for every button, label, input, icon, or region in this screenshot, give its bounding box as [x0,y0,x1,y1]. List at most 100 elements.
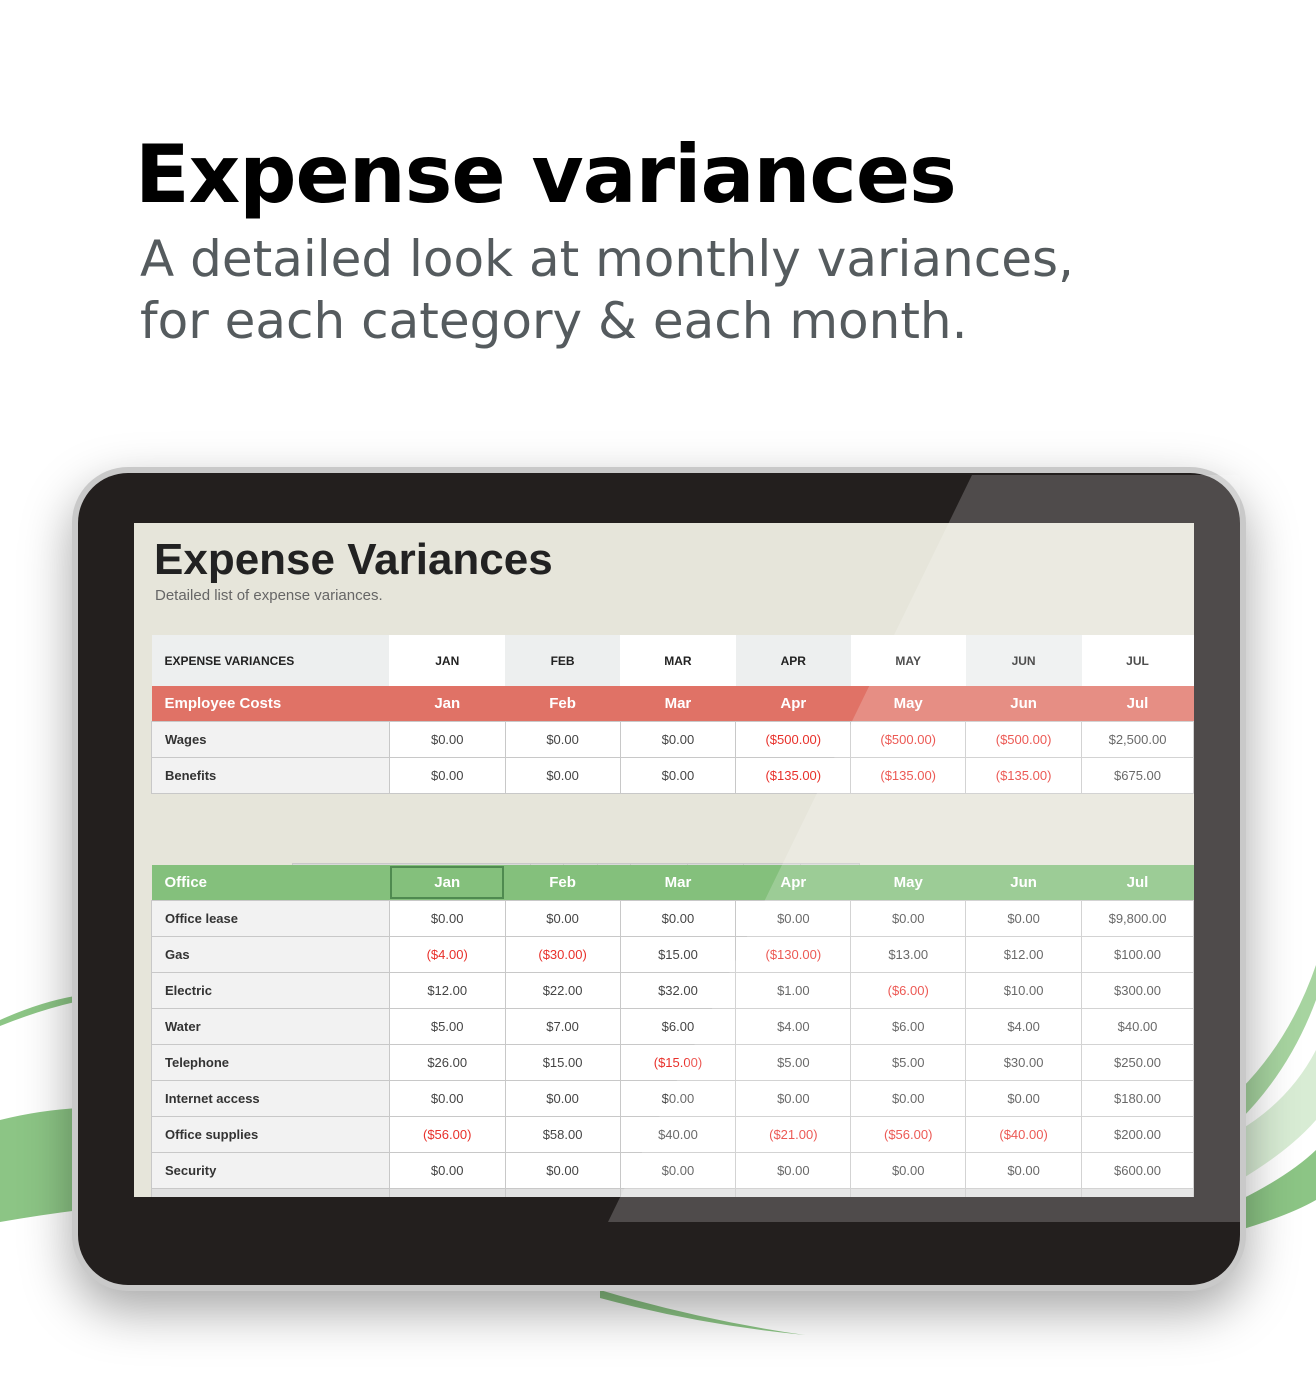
value-cell[interactable]: ($500.00) [850,720,967,758]
value-cell[interactable]: ($21.00) [735,1115,852,1153]
value-cell[interactable]: $40.00 [1081,1007,1194,1045]
row-label-cell[interactable]: Benefits [151,756,390,794]
empty-cell[interactable] [151,1187,390,1197]
value-cell[interactable]: $0.00 [388,720,506,758]
section-month-cell[interactable]: Jan [389,865,506,900]
value-cell[interactable]: $0.00 [965,1151,1083,1189]
value-cell[interactable]: $0.00 [735,899,852,937]
value-cell[interactable]: $0.00 [619,899,737,937]
value-cell[interactable]: $2,500.00 [1081,720,1194,758]
value-cell[interactable]: $0.00 [850,1079,967,1117]
value-cell[interactable]: $1.00 [735,971,852,1009]
value-cell[interactable]: $0.00 [504,720,621,758]
section-month-cell[interactable]: Apr [735,686,851,721]
value-cell[interactable]: ($15.00) [619,1043,737,1081]
value-cell[interactable]: $0.00 [504,1151,621,1189]
value-cell[interactable]: $0.00 [735,1151,852,1189]
value-cell[interactable]: $0.00 [965,899,1083,937]
empty-cell[interactable] [1081,1187,1194,1197]
value-cell[interactable]: $22.00 [504,971,621,1009]
value-cell[interactable]: $40.00 [619,1115,737,1153]
value-cell[interactable]: $0.00 [504,756,621,794]
empty-cell[interactable] [619,1187,737,1197]
value-cell[interactable]: ($500.00) [735,720,852,758]
value-cell[interactable]: $300.00 [1081,971,1194,1009]
value-cell[interactable]: ($135.00) [735,756,852,794]
section-name[interactable]: Office [151,865,390,900]
value-cell[interactable]: $15.00 [619,935,737,973]
value-cell[interactable]: ($135.00) [965,756,1083,794]
value-cell[interactable]: $180.00 [1081,1079,1194,1117]
section-month-cell[interactable]: Jun [965,686,1082,721]
section-month-cell[interactable]: Mar [620,686,736,721]
row-label-cell[interactable]: Telephone [151,1043,390,1081]
empty-cell[interactable] [735,1187,852,1197]
value-cell[interactable]: $12.00 [388,971,506,1009]
value-cell[interactable]: ($56.00) [850,1115,967,1153]
row-label-cell[interactable]: Wages [151,720,390,758]
value-cell[interactable]: $7.00 [504,1007,621,1045]
value-cell[interactable]: $250.00 [1081,1043,1194,1081]
section-month-cell[interactable]: Feb [505,686,621,721]
value-cell[interactable]: $200.00 [1081,1115,1194,1153]
section-month-cell[interactable]: May [850,865,966,900]
value-cell[interactable]: $0.00 [388,899,506,937]
value-cell[interactable]: $58.00 [504,1115,621,1153]
value-cell[interactable]: $5.00 [388,1007,506,1045]
value-cell[interactable]: $0.00 [504,1079,621,1117]
value-cell[interactable]: $12.00 [965,935,1083,973]
row-label-cell[interactable]: Office supplies [151,1115,390,1153]
value-cell[interactable]: $0.00 [850,899,967,937]
value-cell[interactable]: $100.00 [1081,935,1194,973]
value-cell[interactable]: ($30.00) [504,935,621,973]
row-label-cell[interactable]: Security [151,1151,390,1189]
value-cell[interactable]: $0.00 [619,756,737,794]
empty-cell[interactable] [850,1187,967,1197]
section-month-cell[interactable]: Apr [735,865,851,900]
value-cell[interactable]: $0.00 [619,1079,737,1117]
value-cell[interactable]: ($130.00) [735,935,852,973]
value-cell[interactable]: $0.00 [619,1151,737,1189]
value-cell[interactable]: $6.00 [850,1007,967,1045]
section-month-cell[interactable]: Jul [1081,865,1194,900]
row-label-cell[interactable]: Gas [151,935,390,973]
value-cell[interactable]: $6.00 [619,1007,737,1045]
value-cell[interactable]: ($500.00) [965,720,1083,758]
section-month-cell[interactable]: Jul [1081,686,1194,721]
value-cell[interactable]: ($4.00) [388,935,506,973]
empty-cell[interactable] [965,1187,1083,1197]
empty-cell[interactable] [504,1187,621,1197]
value-cell[interactable]: $0.00 [965,1079,1083,1117]
value-cell[interactable]: $9,800.00 [1081,899,1194,937]
value-cell[interactable]: $675.00 [1081,756,1194,794]
section-month-cell[interactable]: Jan [389,686,506,721]
value-cell[interactable]: $5.00 [850,1043,967,1081]
section-name[interactable]: Employee Costs [151,686,390,721]
value-cell[interactable]: $32.00 [619,971,737,1009]
value-cell[interactable]: $600.00 [1081,1151,1194,1189]
value-cell[interactable]: ($56.00) [388,1115,506,1153]
value-cell[interactable]: ($135.00) [850,756,967,794]
value-cell[interactable]: $0.00 [850,1151,967,1189]
value-cell[interactable]: $10.00 [965,971,1083,1009]
row-label-cell[interactable]: Water [151,1007,390,1045]
value-cell[interactable]: $5.00 [735,1043,852,1081]
value-cell[interactable]: $0.00 [388,756,506,794]
value-cell[interactable]: ($40.00) [965,1115,1083,1153]
empty-cell[interactable] [388,1187,506,1197]
value-cell[interactable]: $4.00 [965,1007,1083,1045]
value-cell[interactable]: ($6.00) [850,971,967,1009]
section-month-cell[interactable]: May [850,686,966,721]
value-cell[interactable]: $13.00 [850,935,967,973]
value-cell[interactable]: $30.00 [965,1043,1083,1081]
section-month-cell[interactable]: Jun [965,865,1082,900]
value-cell[interactable]: $26.00 [388,1043,506,1081]
section-month-cell[interactable]: Feb [505,865,621,900]
value-cell[interactable]: $0.00 [735,1079,852,1117]
value-cell[interactable]: $0.00 [619,720,737,758]
section-month-cell[interactable]: Mar [620,865,736,900]
value-cell[interactable]: $0.00 [388,1079,506,1117]
value-cell[interactable]: $15.00 [504,1043,621,1081]
row-label-cell[interactable]: Electric [151,971,390,1009]
value-cell[interactable]: $4.00 [735,1007,852,1045]
